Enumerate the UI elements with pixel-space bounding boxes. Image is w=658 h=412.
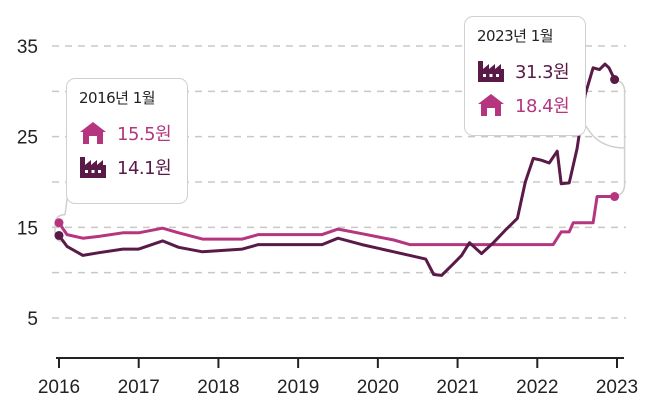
- callout-2016-household-value: 15.5원: [117, 124, 172, 145]
- series-line-household: [57, 195, 615, 247]
- factory-icon: [478, 61, 504, 82]
- callout-2016-industrial-row: 14.1원: [79, 150, 175, 184]
- x-tick-label: 2023: [596, 377, 638, 398]
- callout-2016-household-row: 15.5원: [79, 116, 175, 150]
- x-axis-ticks: 2016 2017 2018 2019 2020 2021 2022 2023: [38, 358, 638, 398]
- callout-2016-bracket: [54, 214, 66, 243]
- callout-2023-household-value: 18.4원: [515, 96, 570, 117]
- callout-2023: 2023년 1월 31.3원 18.4원: [464, 16, 586, 136]
- y-tick-label: 15: [17, 218, 38, 239]
- x-tick-label: 2022: [516, 377, 558, 398]
- callout-2016: 2016년 1월 15.5원 14.1원: [66, 78, 188, 204]
- callout-2023-bracket: [610, 78, 626, 198]
- x-tick-label: 2021: [436, 377, 478, 398]
- point-industrial-end: [610, 75, 620, 85]
- series-line-industrial: [57, 62, 616, 277]
- x-tick-label: 2020: [357, 377, 399, 398]
- y-tick-label: 5: [27, 309, 38, 330]
- x-tick-label: 2016: [38, 377, 80, 398]
- point-household-start: [54, 218, 64, 228]
- series-lines: [57, 62, 616, 277]
- house-icon: [80, 122, 106, 144]
- point-household-end: [610, 192, 620, 202]
- callout-2023-industrial-row: 31.3원: [477, 54, 573, 88]
- factory-icon: [80, 157, 106, 178]
- series-endpoints: [54, 75, 620, 240]
- house-icon: [478, 94, 504, 116]
- callout-2023-title: 2023년 1월: [477, 27, 554, 45]
- x-tick-label: 2019: [277, 377, 319, 398]
- callout-2023-industrial-value: 31.3원: [515, 62, 570, 83]
- y-tick-label: 35: [17, 37, 38, 58]
- y-tick-label: 25: [17, 128, 38, 149]
- x-tick-label: 2017: [118, 377, 160, 398]
- y-axis-ticks: 35 25 15 5: [17, 37, 38, 330]
- point-industrial-start: [54, 230, 64, 240]
- callout-2023-leader: [585, 125, 625, 149]
- callout-2016-industrial-value: 14.1원: [117, 158, 172, 179]
- callout-2023-household-row: 18.4원: [477, 88, 573, 122]
- x-tick-label: 2018: [197, 377, 239, 398]
- callout-2016-title: 2016년 1월: [79, 89, 156, 107]
